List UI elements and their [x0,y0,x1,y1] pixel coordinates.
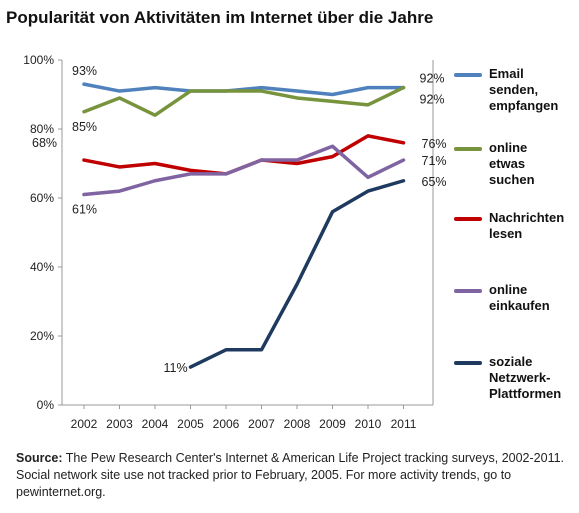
y-tick-label: 100% [23,53,54,67]
legend-item: online einkaufen [454,282,573,314]
x-tick-label: 2005 [177,417,204,431]
value-label: 76% [422,137,447,151]
legend-swatch [454,73,482,77]
value-label: 93% [72,64,97,78]
value-label: 11% [164,361,188,375]
legend-label: soziale Netzwerk- Plattformen [489,354,562,401]
source-text: The Pew Research Center's Internet & Ame… [16,451,565,499]
x-tick-label: 2006 [213,417,240,431]
x-tick-label: 2007 [248,417,275,431]
x-tick-label: 2009 [319,417,346,431]
x-tick-label: 2002 [71,417,98,431]
legend-item: soziale Netzwerk- Plattformen [454,354,573,402]
value-label: 92% [420,72,445,86]
source-label: Source: [16,451,63,465]
chart-title: Popularität von Aktivitäten im Internet … [6,8,434,27]
x-tick-label: 2010 [355,417,382,431]
y-tick-label: 20% [30,329,54,343]
x-tick-label: 2011 [391,417,417,431]
value-label: 92% [420,93,445,107]
x-tick-label: 2008 [284,417,311,431]
value-label: 85% [72,120,97,134]
legend-label: Nachrichten lesen [489,210,565,241]
y-tick-label: 80% [30,122,54,136]
legend-swatch [454,147,482,151]
value-label: 61% [72,203,97,217]
y-tick-label: 40% [30,260,54,274]
legend-item: Nachrichten lesen [454,210,573,242]
legend-item: Email senden, empfangen [454,66,573,114]
series-line-5 [188,179,406,369]
value-label: 65% [422,175,447,189]
legend-label: online einkaufen [489,282,550,313]
value-label: 71% [422,154,447,168]
value-label: 68% [32,136,57,150]
legend-swatch [454,217,482,221]
x-tick-label: 2004 [142,417,169,431]
series-line-4 [82,144,406,197]
legend-swatch [454,361,482,365]
y-tick-label: 60% [30,191,54,205]
y-tick-label: 0% [37,398,55,412]
legend-item: online etwas suchen [454,140,573,188]
legend-swatch [454,289,482,293]
source-note: Source: The Pew Research Center's Intern… [16,450,571,501]
series-line-2 [82,85,406,117]
legend-label: online etwas suchen [489,140,535,187]
legend-label: Email senden, empfangen [489,66,559,113]
x-tick-label: 2003 [106,417,133,431]
